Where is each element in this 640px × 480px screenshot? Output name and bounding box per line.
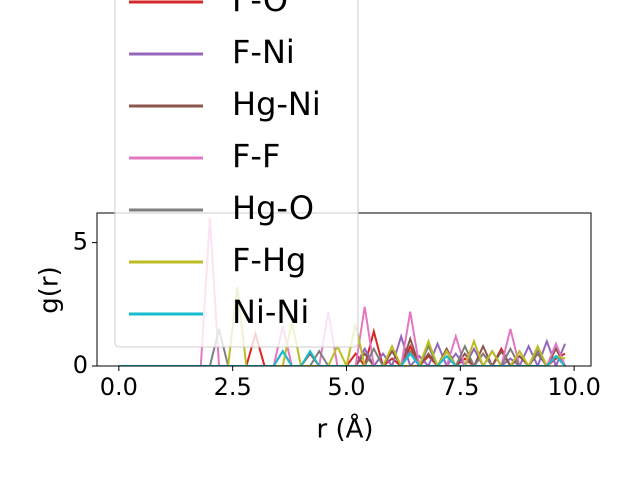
legend-label: F-Hg (232, 241, 306, 279)
legend-label: Hg-Ni (232, 85, 321, 123)
x-tick-label: 7.5 (441, 373, 479, 401)
legend-label: Hg-O (232, 189, 314, 227)
x-tick-label: 2.5 (214, 373, 252, 401)
legend-label: Ni-Ni (232, 293, 309, 331)
legend-label: F-O (232, 0, 288, 19)
x-tick-label: 10.0 (547, 373, 600, 401)
data-line (118, 217, 566, 366)
legend-label: F-Ni (232, 33, 295, 71)
y-axis-label: g(r) (35, 266, 65, 313)
y-tick-label: 0 (73, 351, 88, 379)
x-tick-label: 5.0 (327, 373, 365, 401)
data-line (118, 328, 566, 366)
y-tick-label: 5 (73, 228, 88, 256)
x-axis-label: r (Å) (316, 413, 373, 445)
data-line (118, 335, 566, 366)
x-tick-label: 0.0 (100, 373, 138, 401)
legend-label: F-F (232, 137, 280, 175)
legend-box (114, 0, 359, 348)
